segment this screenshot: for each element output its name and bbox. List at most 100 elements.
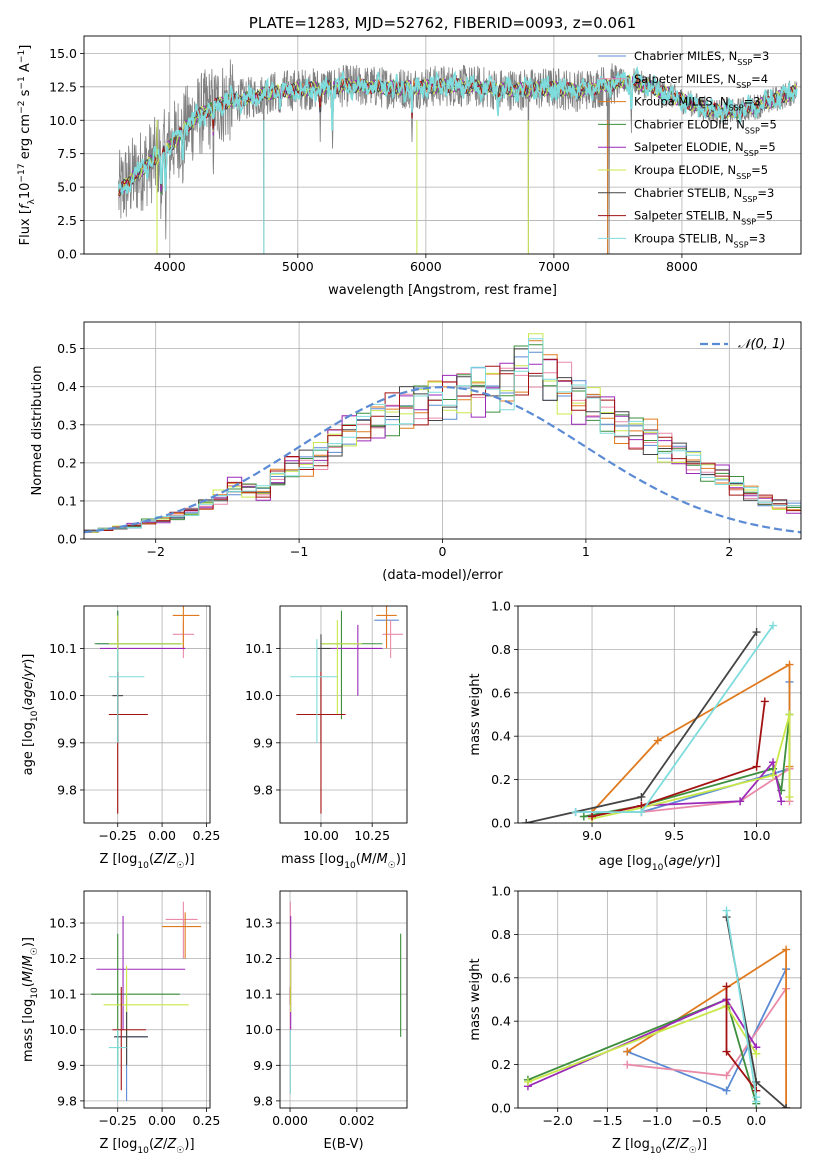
age_vs_mass-xtick-label: 10.25 xyxy=(354,828,390,843)
weight_vs_age-point-marker xyxy=(785,792,794,801)
spectrum-ytick-label: 0.0 xyxy=(57,247,77,262)
spectrum-xtick-label: 6000 xyxy=(410,259,442,274)
weight_vs_age-ytick-label: 0.8 xyxy=(491,642,511,657)
age_vs_Z-ytick-label: 10.0 xyxy=(49,688,77,703)
mass-vs-Z-ylabel: mass [log10(M/M☉)] xyxy=(21,937,40,1062)
weight_vs_age-xtick-label: 10.0 xyxy=(743,828,771,843)
weight_vs_Z-point-marker xyxy=(752,1097,761,1106)
weight_vs_age-point-marker xyxy=(785,710,794,719)
spectrum-xlabel: wavelength [Angstrom, rest frame] xyxy=(328,283,557,298)
weight_vs_age-plot-area xyxy=(522,621,794,823)
weight_vs_age-point-marker xyxy=(752,628,761,637)
spectrum-xtick-label: 4000 xyxy=(154,259,186,274)
weight_vs_age-point-marker xyxy=(522,819,531,823)
weight_vs_Z-xtick-label: 0.0 xyxy=(746,1113,766,1128)
mass_vs_ebv-ytick-label: 10.2 xyxy=(245,951,273,966)
spectrum-plot-area xyxy=(117,59,798,254)
weight_vs_Z-point-marker xyxy=(782,1104,791,1108)
weight_vs_Z-point-marker xyxy=(752,1049,761,1058)
legend-label: Kroupa MILES, NSSP=3 xyxy=(634,95,761,113)
mass_vs_Z-plot-area xyxy=(91,901,202,1101)
mass_vs_ebv-plot-area xyxy=(289,901,402,1094)
residuals-ylabel: Normed distribution xyxy=(30,366,45,496)
weight_vs_age-ytick-label: 0.4 xyxy=(491,729,511,744)
weight_vs_age-point-marker xyxy=(588,812,597,821)
age_vs_mass-ytick-label: 10.0 xyxy=(245,688,273,703)
weight_vs_age-ytick-label: 1.0 xyxy=(491,599,511,614)
mass_vs_Z-xtick-label: 0.00 xyxy=(148,1113,176,1128)
weight_vs_age-point-marker xyxy=(571,808,580,817)
legend-label: Chabrier STELIB, NSSP=3 xyxy=(634,186,774,204)
weight_vs_age-point-marker xyxy=(760,697,769,706)
mass_vs_ebv-ticks: 0.000 0.002 9.8 9.9 10.0 10.1 10.2 10.3 xyxy=(245,916,375,1128)
spectrum-xtick-label: 5000 xyxy=(282,259,314,274)
spectrum-ytick-label: 2.5 xyxy=(57,213,77,228)
residuals-ytick-label: 0.4 xyxy=(57,379,77,394)
legend-label: Kroupa ELODIE, NSSP=5 xyxy=(634,163,768,181)
residuals-xtick-label: 2 xyxy=(725,544,733,559)
age_vs_Z-xtick-label: 0.00 xyxy=(148,828,176,843)
residuals-ytick-label: 0.1 xyxy=(57,493,77,508)
weight_vs_Z-point-marker xyxy=(523,1077,532,1086)
residuals-xtick-label: 1 xyxy=(582,544,590,559)
residuals-ticks: −2 −1 0 1 2 0.0 0.1 0.2 0.3 0.4 0.5 xyxy=(57,341,733,559)
age_vs_Z-ytick-label: 9.9 xyxy=(57,735,77,750)
weight_vs_age-point-marker xyxy=(769,771,778,780)
weight_vs_Z-frame xyxy=(517,890,802,1109)
mass_vs_Z-ticks: −0.25 0.00 0.25 9.8 9.9 10.0 10.1 10.2 10.3 xyxy=(49,916,220,1128)
mass_vs_Z-ytick-label: 9.8 xyxy=(57,1093,77,1108)
weight_vs_age-ytick-label: 0.0 xyxy=(491,816,511,831)
age_vs_Z-frame xyxy=(83,605,211,824)
mass_vs_Z-ytick-label: 10.3 xyxy=(49,916,77,931)
weight_vs_Z-ytick-label: 0.4 xyxy=(491,1014,511,1029)
weight_vs_age-frame xyxy=(517,605,802,824)
mass_vs_Z-ytick-label: 10.2 xyxy=(49,951,77,966)
spectrum-ytick-label: 15.0 xyxy=(49,46,77,61)
weight_vs_Z-point-marker xyxy=(722,1086,731,1095)
weight_vs_age-grid xyxy=(518,605,801,824)
mass_vs_ebv-ytick-label: 9.9 xyxy=(253,1058,273,1073)
spectrum-ylabel: Flux [fλ10−17 erg cm−2 s−1 A−1] xyxy=(17,45,37,246)
mass_vs_Z-grid xyxy=(84,891,210,1108)
weight_vs_Z-xtick-label: −1.5 xyxy=(592,1113,622,1128)
residuals-ytick-label: 0.2 xyxy=(57,455,77,470)
mass_vs_Z-xtick-label: −0.25 xyxy=(99,1113,137,1128)
weight_vs_Z-ytick-label: 0.2 xyxy=(491,1057,511,1072)
weight_vs_Z-ytick-label: 0.6 xyxy=(491,970,511,985)
age-vs-Z-xlabel: Z [log10(Z/Z☉)] xyxy=(99,852,194,871)
mass_vs_Z-xtick-label: 0.25 xyxy=(193,1113,221,1128)
weight_vs_Z-ytick-label: 1.0 xyxy=(491,884,511,899)
weight_vs_age-ylabel: mass weight xyxy=(468,673,483,755)
legend-label: Chabrier ELODIE, NSSP=5 xyxy=(634,117,777,135)
mass-vs-ebv-xlabel: E(B-V) xyxy=(323,1137,363,1152)
weight_vs_Z-grid xyxy=(518,890,801,1109)
weight-vs-Z-xlabel: Z [log10(Z/Z☉)] xyxy=(612,1137,707,1156)
spectrum-xtick-label: 7000 xyxy=(538,259,570,274)
weight_vs_Z-point-marker xyxy=(722,1071,731,1080)
weight_vs_Z-point-marker xyxy=(623,1060,632,1069)
weight_vs_Z-ticks: −2.0 −1.5 −1.0 −0.5 0.0 0.0 0.2 0.4 0.6 0.8 1.0 xyxy=(491,884,766,1129)
residuals-frame xyxy=(83,321,802,540)
weight_vs_Z-xtick-label: −0.5 xyxy=(691,1113,721,1128)
weight_vs_Z-point-marker xyxy=(782,945,791,954)
age-vs-Z-ylabel: age [log10(age/yr)] xyxy=(21,654,40,776)
legend-label: Chabrier MILES, NSSP=3 xyxy=(634,49,769,67)
weight-vs-age-xlabel: age [log10(age/yr)] xyxy=(599,854,721,873)
age_vs_Z-plot-area xyxy=(94,606,200,814)
weight_vs_Z-point-marker xyxy=(722,1047,731,1056)
weight_vs_age-xtick-label: 9.0 xyxy=(582,828,602,843)
residuals-legend-label: 𝒩(0, 1) xyxy=(738,337,785,352)
residuals-ytick-label: 0.0 xyxy=(57,532,77,547)
weight_vs_Z-xtick-label: −1.0 xyxy=(642,1113,672,1128)
age_vs_Z-panel: −0.25 0.00 0.25 9.8 9.9 10.0 10.1 Z [log10(Z/Z☉… xyxy=(21,605,220,871)
legend-label: Kroupa STELIB, NSSP=3 xyxy=(634,231,766,249)
age_vs_mass-plot-area xyxy=(290,606,403,814)
weight_vs_Z-panel: −2.0 −1.5 −1.0 −0.5 0.0 0.0 0.2 0.4 0.6 0.8 1.0 mas… xyxy=(468,884,802,1156)
legend-label: Salpeter MILES, NSSP=4 xyxy=(634,72,768,90)
weight_vs_Z-point-marker xyxy=(722,906,731,915)
age_vs_mass-panel: 10.00 10.25 9.8 9.9 10.0 10.1 mass [log10(M/M☉… xyxy=(245,605,408,871)
spectrum-panel: 4000 5000 6000 7000 8000 0.0 2.5 5.0 7.5 10.0 12.5… xyxy=(17,14,802,298)
spectrum-model-line xyxy=(117,65,798,195)
mass_vs_ebv-panel: 0.000 0.002 9.8 9.9 10.0 10.1 10.2 10.3 E(B-V) xyxy=(245,890,408,1152)
